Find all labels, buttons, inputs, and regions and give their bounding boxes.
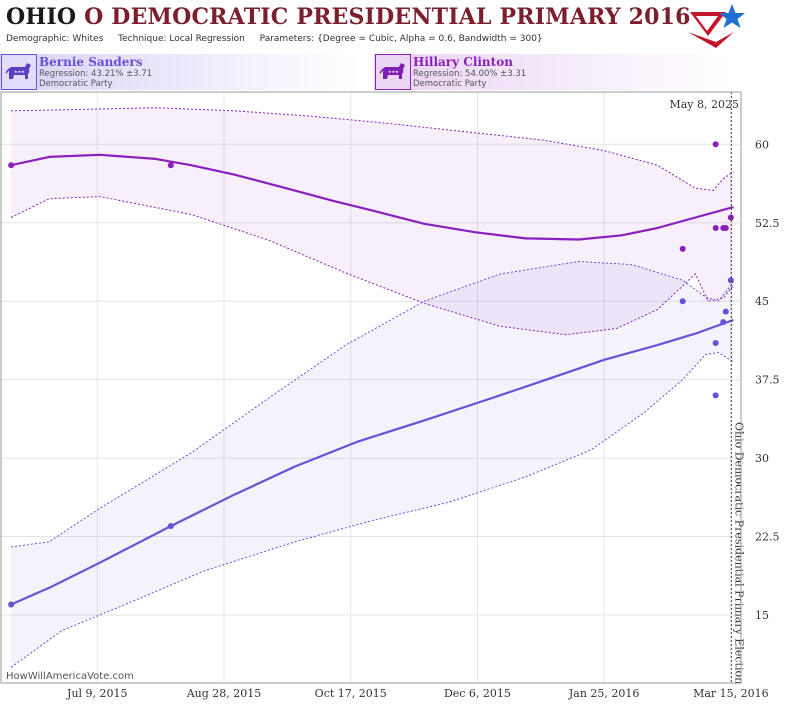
poll-point	[679, 298, 686, 305]
site-logo	[688, 4, 745, 48]
watermark: HowWillAmericaVote.com	[6, 671, 134, 682]
poll-point	[8, 162, 15, 169]
poll-point	[712, 224, 719, 231]
donkey-icon: ★★★	[375, 54, 411, 90]
y-axis-ticks: 60 52.5 45 37.5 30 22.5 15	[755, 138, 780, 622]
x-axis-ticks: Jul 9, 2015 Aug 28, 2015 Oct 17, 2015 Dec 6…	[66, 687, 769, 700]
lower-bound-line	[10, 196, 734, 336]
plot-frame	[0, 91, 742, 684]
poll-point	[679, 245, 686, 252]
confidence-band	[11, 261, 734, 668]
y-tick-label: 37.5	[755, 374, 780, 387]
upper-bound-line	[11, 107, 734, 191]
poll-point	[722, 308, 729, 315]
clinton-strip	[374, 54, 734, 90]
poll-point	[712, 141, 719, 148]
candidate-regression: Regression: 54.00% ±3.31	[413, 69, 527, 79]
candidate-name: Bernie Sanders	[39, 55, 143, 69]
candidate-clinton: ★★★ Hillary Clinton Regression: 54.00% ±…	[375, 54, 675, 90]
demographic-label: Demographic: Whites	[6, 34, 104, 44]
poll-point	[712, 392, 719, 399]
poll-point	[8, 601, 15, 608]
candidate-sanders: ★★★ Bernie Sanders Regression: 43.21% ±3…	[1, 54, 301, 90]
poll-point	[167, 523, 174, 530]
parameters-label: Parameters: {Degree = Cubic, Alpha = 0.6…	[259, 34, 543, 44]
chart-title: OHIO O DEMOCRATIC PRESIDENTIAL PRIMARY 2…	[6, 4, 691, 30]
x-tick-label: Jan 25, 2016	[568, 687, 640, 700]
y-tick-label: 15	[755, 609, 769, 622]
lower-bound-line	[10, 351, 734, 668]
chart-header: OHIO O DEMOCRATIC PRESIDENTIAL PRIMARY 2…	[0, 0, 789, 52]
poll-point	[722, 224, 729, 231]
sanders-strip	[0, 54, 360, 90]
y-tick-label: 30	[755, 452, 769, 465]
candidate-party: Democratic Party	[413, 79, 487, 89]
candidate-name: Hillary Clinton	[413, 55, 513, 69]
grid-lines	[1, 92, 741, 683]
x-tick-label: Aug 28, 2015	[186, 687, 262, 700]
x-tick-label: Oct 17, 2015	[315, 687, 387, 700]
svg-text:★★★: ★★★	[388, 69, 399, 74]
poll-point	[712, 340, 719, 347]
poll-point	[167, 162, 174, 169]
regression-lines	[10, 153, 734, 606]
confidence-bands	[10, 107, 734, 668]
upper-bound-line	[11, 260, 734, 548]
donkey-icon: ★★★	[1, 54, 37, 90]
regression-line	[10, 153, 734, 241]
svg-text:★★★: ★★★	[14, 69, 25, 74]
x-tick-label: Dec 6, 2015	[444, 687, 511, 700]
technique-label: Technique: Local Regression	[118, 34, 245, 44]
election-label: Ohio Democratic Presidential Primary Ele…	[732, 422, 745, 684]
chart-meta: Demographic: Whites Technique: Local Reg…	[6, 34, 555, 44]
candidate-party: Democratic Party	[39, 79, 113, 89]
regression-line	[10, 318, 734, 606]
poll-point	[720, 319, 727, 326]
today-label: May 8, 2025	[669, 98, 739, 111]
x-tick-label: Mar 15, 2016	[693, 687, 769, 700]
y-tick-label: 52.5	[755, 217, 780, 230]
y-tick-label: 60	[755, 138, 769, 151]
regression-chart: 60 52.5 45 37.5 30 22.5 15 Jul 9, 2015 Aug 28, …	[0, 91, 780, 700]
y-tick-label: 22.5	[755, 531, 780, 544]
title-text: O DEMOCRATIC PRESIDENTIAL PRIMARY 2016	[76, 4, 691, 30]
title-state: OHIO	[6, 4, 77, 30]
y-tick-label: 45	[755, 295, 769, 308]
x-tick-label: Jul 9, 2015	[66, 687, 128, 700]
candidate-regression: Regression: 43.21% ±3.71	[39, 69, 153, 79]
